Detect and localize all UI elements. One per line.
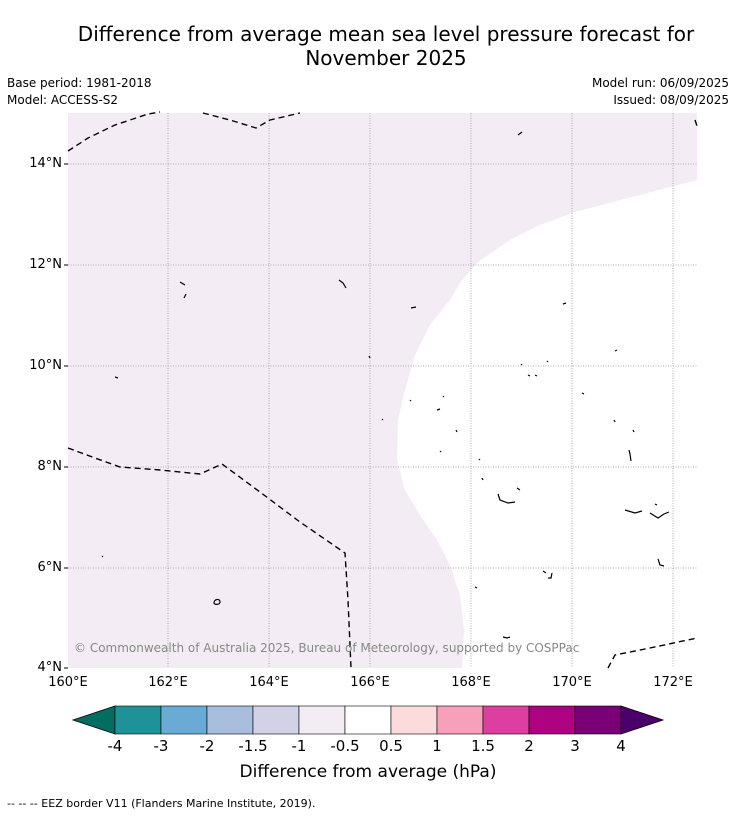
title-line-2: November 2025 xyxy=(305,46,467,70)
island xyxy=(409,395,445,411)
colorbar-tick-label: -2 xyxy=(199,737,215,755)
eez-border-northeast xyxy=(694,119,698,127)
colorbar-swatch xyxy=(114,705,162,735)
chart-title: Difference from average mean sea level p… xyxy=(30,22,736,70)
grid-lines xyxy=(68,113,697,668)
lat-label-14: 14°N xyxy=(29,156,62,171)
island xyxy=(562,302,567,305)
colorbar-swatch xyxy=(160,705,208,735)
title-line-1: Difference from average mean sea level p… xyxy=(77,22,695,46)
colorbar-swatch xyxy=(482,705,530,735)
island xyxy=(628,449,632,462)
colorbar-tick-label: 4 xyxy=(616,737,626,755)
island xyxy=(410,306,417,309)
eez-border-southeast xyxy=(607,637,698,669)
colorbar-swatch xyxy=(252,705,300,735)
colorbar-tick-label: 0.5 xyxy=(379,737,403,755)
copyright-notice: © Commonwealth of Australia 2025, Bureau… xyxy=(74,641,580,655)
colorbar-extend-high xyxy=(620,705,665,735)
eez-border-north-2 xyxy=(202,112,301,129)
island xyxy=(478,458,484,481)
meta-right: Model run: 06/09/2025 Issued: 08/09/2025 xyxy=(592,75,729,109)
colorbar-swatch xyxy=(574,705,622,735)
lat-label-12: 12°N xyxy=(29,257,62,272)
island xyxy=(657,558,665,567)
island xyxy=(114,376,119,379)
colorbar-tick-label: 1.5 xyxy=(471,737,495,755)
island xyxy=(542,570,553,579)
lat-label-6: 6°N xyxy=(37,560,63,575)
island xyxy=(497,487,521,504)
colorbar-tick-label: -1.5 xyxy=(238,737,268,755)
colorbar-title: Difference from average (hPa) xyxy=(239,762,497,782)
island xyxy=(474,586,478,589)
model-run-text: Model run: 06/09/2025 xyxy=(591,76,729,90)
island xyxy=(179,281,187,299)
island xyxy=(624,503,670,519)
colorbar xyxy=(71,705,665,735)
issued-text: Issued: 08/09/2025 xyxy=(613,93,729,107)
islands xyxy=(101,131,670,639)
lon-label-170: 170°E xyxy=(552,675,592,690)
colorbar-tick-label: -3 xyxy=(153,737,169,755)
colorbar-tick-label: -1 xyxy=(291,737,307,755)
lat-label-8: 8°N xyxy=(37,459,63,474)
lon-label-166: 166°E xyxy=(350,675,390,690)
eez-borders xyxy=(67,111,698,669)
colorbar-swatch xyxy=(344,705,392,735)
island xyxy=(381,418,384,421)
island xyxy=(338,279,347,289)
anomaly-shaded-region xyxy=(68,113,697,668)
colorbar-extend-low xyxy=(71,705,116,735)
colorbar-tick-label: 3 xyxy=(570,737,580,755)
colorbar-tick-label: -0.5 xyxy=(330,737,360,755)
colorbar-tick-label: 2 xyxy=(524,737,534,755)
island xyxy=(613,419,635,433)
colorbar-tick-label: -4 xyxy=(107,737,123,755)
lat-label-10: 10°N xyxy=(29,358,62,373)
island xyxy=(517,131,523,136)
colorbar-swatch xyxy=(528,705,576,735)
island xyxy=(213,598,221,605)
lon-label-164: 164°E xyxy=(249,675,289,690)
island xyxy=(614,349,618,352)
colorbar-tick-label: 1 xyxy=(432,737,442,755)
model-text: Model: ACCESS-S2 xyxy=(7,93,119,107)
island xyxy=(439,450,442,453)
lon-label-168: 168°E xyxy=(451,675,491,690)
island xyxy=(455,429,458,433)
colorbar-swatch xyxy=(298,705,346,735)
footnote-eez: -- -- -- EEZ border V11 (Flanders Marine… xyxy=(7,797,316,810)
lon-label-160: 160°E xyxy=(48,675,88,690)
colorbar-swatch xyxy=(390,705,438,735)
eez-border-north xyxy=(67,111,161,152)
island xyxy=(581,392,585,395)
island xyxy=(101,555,104,558)
lon-label-172: 172°E xyxy=(653,675,693,690)
map-axes-ticks xyxy=(64,163,68,669)
lon-label-162: 162°E xyxy=(148,675,188,690)
base-period-text: Base period: 1981-2018 xyxy=(7,76,152,90)
island xyxy=(368,355,371,359)
island xyxy=(520,360,549,377)
island xyxy=(502,636,511,639)
meta-left: Base period: 1981-2018 Model: ACCESS-S2 xyxy=(7,75,152,109)
colorbar-swatch xyxy=(206,705,254,735)
colorbar-swatch xyxy=(436,705,484,735)
lat-label-4: 4°N xyxy=(37,660,63,675)
